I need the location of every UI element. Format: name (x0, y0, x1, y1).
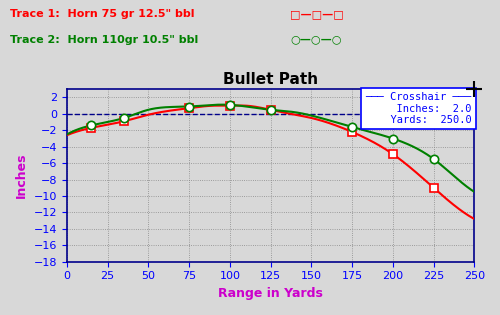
Title: Bullet Path: Bullet Path (223, 72, 318, 87)
Text: ○—○—○: ○—○—○ (290, 35, 342, 45)
Text: ─── Crosshair ───
  Inches:  2.0
  Yards:  250.0: ─── Crosshair ─── Inches: 2.0 Yards: 250… (366, 92, 472, 125)
Text: Trace 1:  Horn 75 gr 12.5" bbl: Trace 1: Horn 75 gr 12.5" bbl (10, 9, 194, 20)
Text: □—□—□: □—□—□ (290, 9, 344, 20)
X-axis label: Range in Yards: Range in Yards (218, 287, 323, 300)
Y-axis label: Inches: Inches (15, 153, 28, 198)
Text: Trace 2:  Horn 110gr 10.5" bbl: Trace 2: Horn 110gr 10.5" bbl (10, 35, 198, 45)
